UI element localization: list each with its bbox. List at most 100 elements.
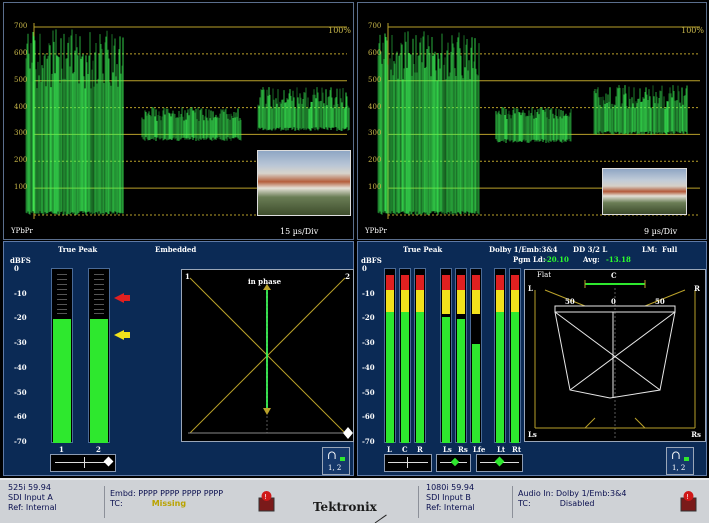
dbfs-scale-label: -30: [14, 338, 27, 348]
waveform-left-panel[interactable]: 700 600 500 400 300 200 100 100% YPbPr 15 µs/D…: [3, 2, 354, 240]
channel-label: C: [402, 445, 408, 454]
waveform-scale-label: 400: [14, 102, 28, 111]
surround-50-left: 50: [565, 297, 575, 306]
audio-input-source: Audio In: Dolby 1/Emb:3&4: [518, 489, 627, 498]
alarm-icon-right[interactable]: !: [680, 490, 697, 512]
audio-source: Dolby 1/Emb:3&4: [489, 245, 558, 254]
meter-tick: [94, 278, 104, 280]
correlation-meter-front: [384, 454, 432, 472]
waveform-scale-label: 100: [368, 183, 382, 192]
waveform-scale-label: 700: [368, 22, 382, 30]
audio-level-meter: [51, 268, 73, 443]
surround-rs-label: Rs: [691, 430, 701, 439]
headphone-level-indicator: [684, 457, 689, 461]
headphone-channels: 1, 2: [672, 464, 686, 472]
meter-level-segment: [90, 319, 108, 443]
waveform-format-label: YPbPr: [11, 227, 33, 235]
meter-peak-segment: [401, 279, 409, 290]
meter-peak-segment: [386, 279, 394, 290]
right-input-name: SDI Input B: [426, 493, 471, 502]
audio-right-panel[interactable]: True Peak Dolby 1/Emb:3&4 DD 3/2 L LM: F…: [357, 241, 707, 476]
left-input-status[interactable]: 525i 59.94 SDI Input A Ref: Internal: [8, 483, 57, 513]
meter-peak-segment: [442, 274, 450, 280]
headphone-icon: ∩: [327, 448, 338, 462]
divider: [104, 486, 105, 518]
pgm-value: -20.10: [544, 255, 569, 264]
meter-level-segment: [53, 319, 71, 443]
waveform-scale-label: 300: [14, 129, 28, 138]
audio-level-meter: [440, 268, 452, 443]
meter-tick: [94, 303, 104, 305]
audio-level-meter: [470, 268, 482, 443]
embedded-audio-presence: Embd: PPPP PPPP PPPP PPPP: [110, 489, 224, 498]
dbfs-scale-label: -20: [14, 313, 27, 323]
headphone-monitor[interactable]: ∩ 1, 2: [322, 447, 350, 475]
meter-peak-segment: [472, 274, 480, 280]
meter-tick: [94, 313, 104, 315]
meter-tick: [94, 288, 104, 290]
phase-label: in phase: [248, 277, 282, 286]
right-input-status[interactable]: 1080i 59.94 SDI Input B Ref: Internal: [426, 483, 475, 513]
meter-level-segment: [401, 312, 409, 443]
waveform-scale-label: 200: [14, 156, 28, 165]
meter-level-segment: [386, 312, 394, 443]
surround-flat-label: Flat: [537, 271, 552, 279]
audio-input-status: Audio In: Dolby 1/Emb:3&4 TC: Disabled: [518, 489, 626, 509]
dbfs-scale-label: -30: [362, 338, 375, 348]
surround-sound-display[interactable]: Flat C L R 50 0 50 Ls Rs: [524, 269, 706, 442]
meter-tick: [94, 283, 104, 285]
right-video-format: 1080i 59.94: [426, 483, 475, 492]
meter-level-segment: [457, 319, 465, 443]
surround-50-right: 50: [655, 297, 665, 306]
dbfs-scale-label: -60: [362, 412, 375, 422]
meter-tick: [94, 273, 104, 275]
meter-peak-segment: [511, 274, 519, 280]
headphone-channels: 1, 2: [328, 464, 342, 472]
dbfs-scale-label: -50: [362, 387, 375, 397]
headphone-monitor[interactable]: ∩ 1, 2: [666, 447, 694, 475]
pgm-label: Pgm Ld:: [513, 255, 546, 264]
timecode-label: TC:: [518, 499, 531, 508]
phase-goniometer[interactable]: 1 2 in phase: [181, 269, 354, 442]
meter-warning-segment: [416, 289, 424, 312]
audio-level-meter: [399, 268, 411, 443]
audio-units: dBFS: [361, 256, 382, 265]
dbfs-scale-label: -60: [14, 412, 27, 422]
surround-0-label: 0: [611, 297, 616, 306]
meter-peak-segment: [457, 274, 465, 280]
headphone-level-indicator: [340, 457, 345, 461]
picture-thumbnail-left[interactable]: [257, 150, 351, 216]
channel-label: Rt: [512, 445, 522, 454]
waveform-scale-label: 200: [368, 156, 382, 165]
meter-tick: [57, 313, 67, 315]
waveform-timebase-label: 9 µs/Div: [644, 227, 678, 236]
lm-label: LM:: [642, 245, 658, 254]
waveform-scale-label: 500: [14, 75, 28, 84]
meter-tick: [57, 303, 67, 305]
dolby-mode: DD 3/2 L: [573, 245, 608, 254]
meter-tick: [57, 273, 67, 275]
meter-warning-segment: [442, 289, 450, 315]
status-bar: 525i 59.94 SDI Input A Ref: Internal Emb…: [0, 478, 709, 523]
meter-peak-segment: [472, 279, 480, 290]
correlation-meter: [50, 454, 116, 472]
meter-tick: [57, 283, 67, 285]
audio-title: True Peak: [403, 245, 443, 254]
dbfs-scale-label: -40: [14, 362, 27, 372]
timecode-value: Missing: [151, 499, 187, 508]
goniometer-left-label: 1: [185, 272, 190, 281]
left-reference: Ref: Internal: [8, 503, 57, 512]
waveform-right-panel[interactable]: 700 600 500 400 300 200 100 100% YPbPr 9 µs/Di…: [357, 2, 707, 240]
dbfs-scale-label: -10: [362, 288, 375, 298]
alarm-icon-left[interactable]: !: [258, 490, 275, 512]
audio-title: True Peak: [58, 245, 98, 254]
correlation-meter-ltrt: [476, 454, 523, 472]
meter-tick: [57, 293, 67, 295]
peak-marker-yellow-tail: [122, 332, 130, 338]
audio-left-panel[interactable]: True Peak Embedded dBFS 0 -10 -20 -30 -40 -50…: [3, 241, 354, 476]
picture-thumbnail-right[interactable]: [602, 168, 687, 215]
meter-tick: [57, 278, 67, 280]
waveform-scale-label: 600: [368, 48, 382, 57]
surround-graticule: [534, 280, 696, 438]
headphone-icon: ∩: [671, 448, 682, 462]
